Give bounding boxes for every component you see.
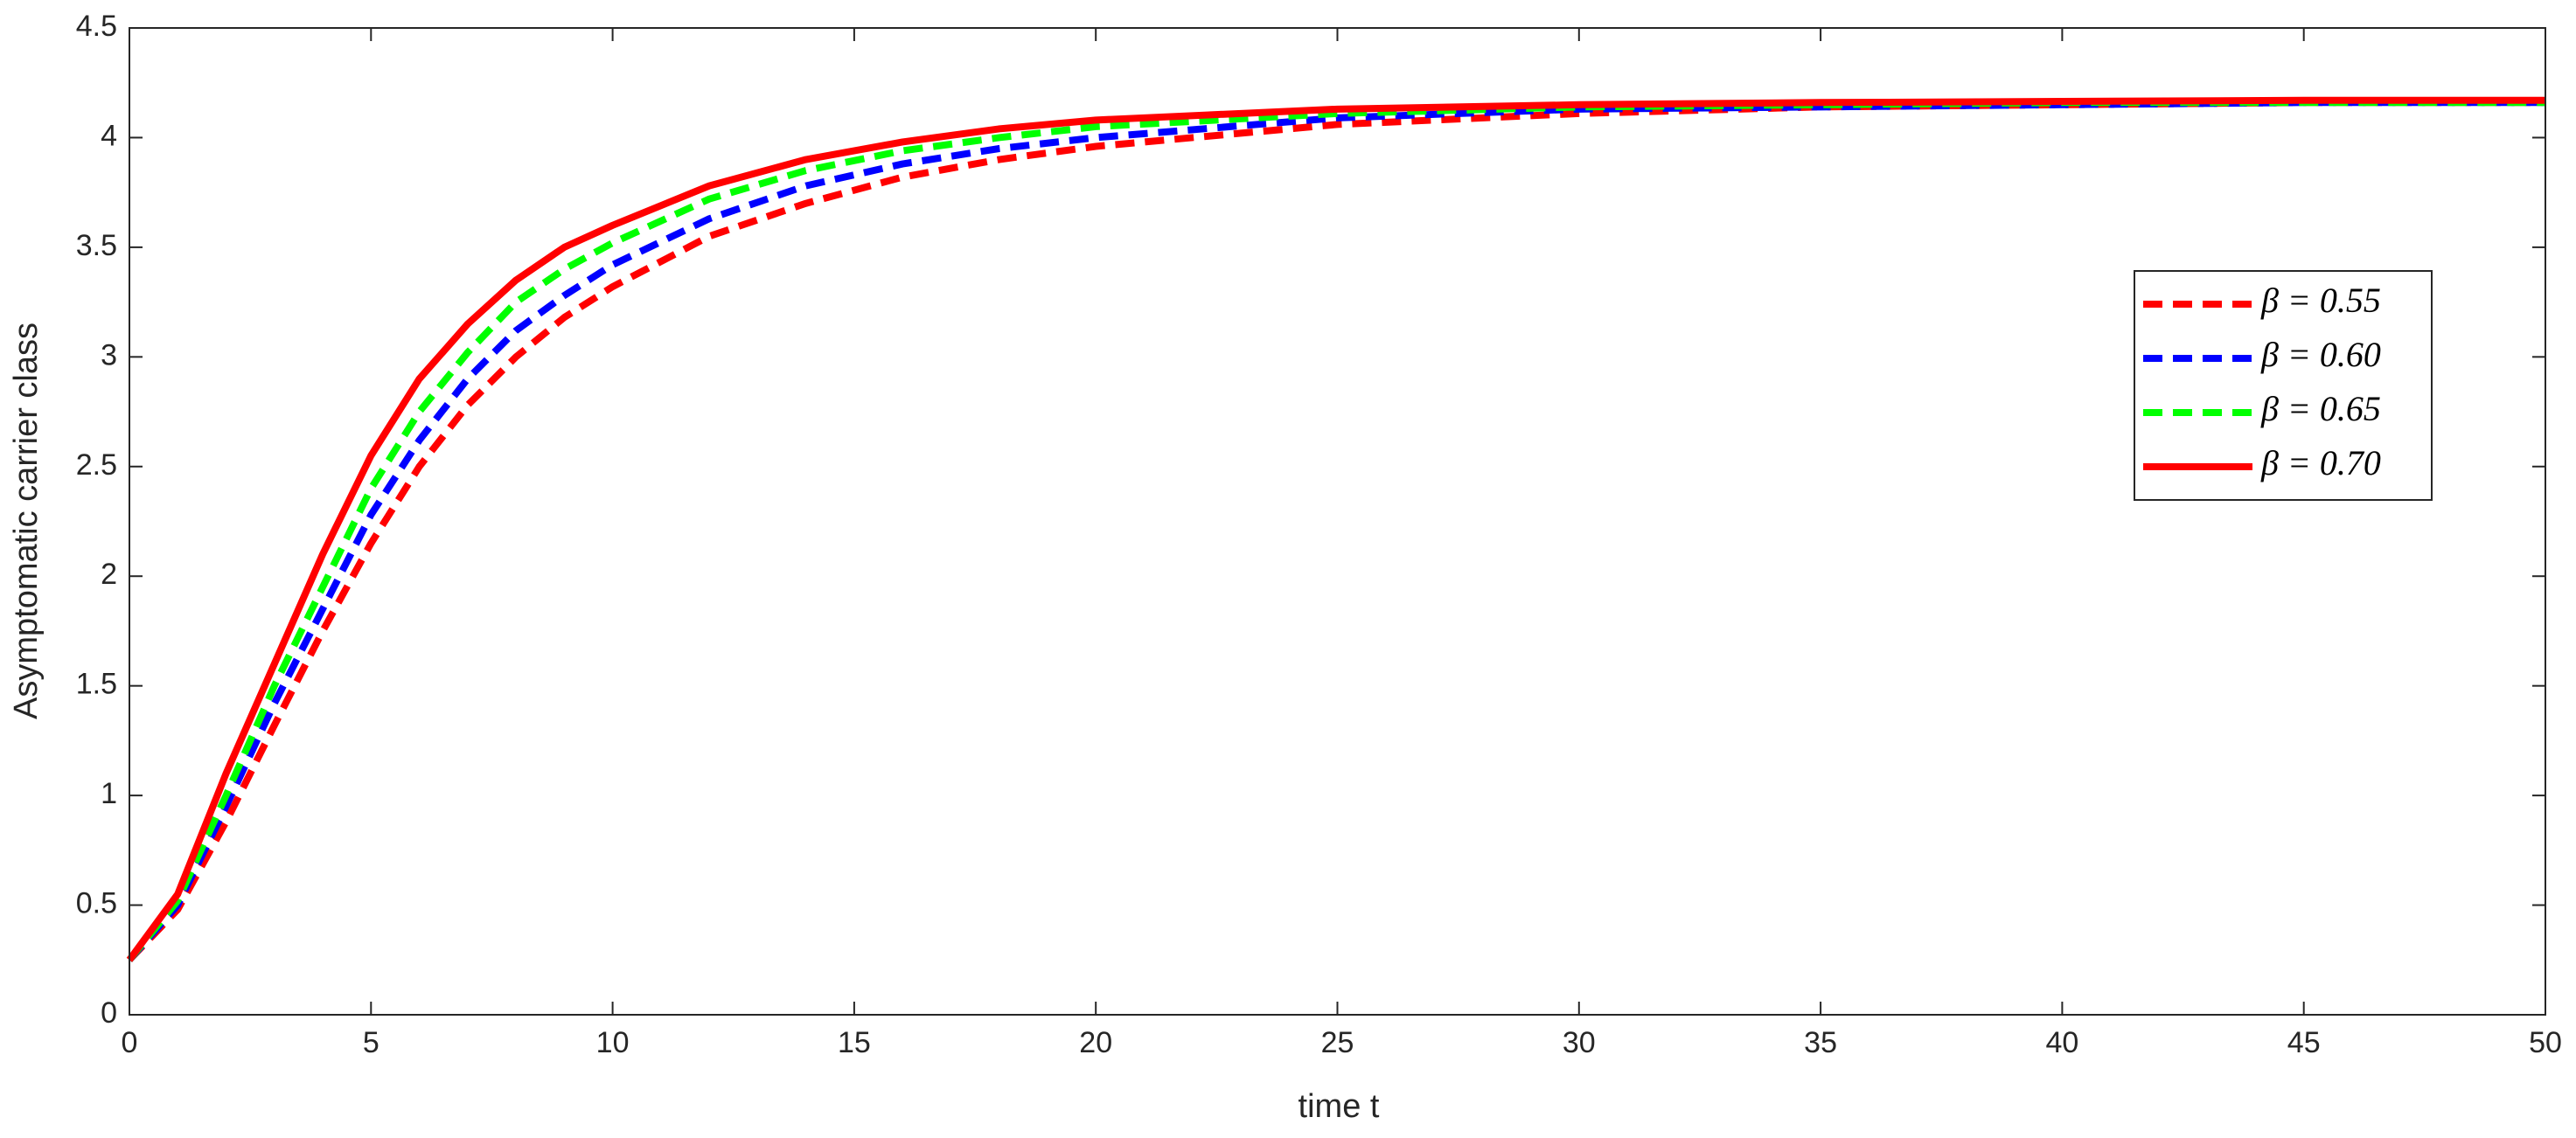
x-tick-label: 30 bbox=[1563, 1026, 1596, 1059]
y-axis-label: Asymptomatic carrier class bbox=[8, 323, 45, 719]
y-tick-label: 1 bbox=[101, 777, 117, 810]
x-tick-label: 5 bbox=[363, 1026, 379, 1059]
y-tick-label: 0 bbox=[101, 996, 117, 1030]
x-tick-label: 35 bbox=[1804, 1026, 1837, 1059]
legend-box bbox=[2134, 270, 2433, 501]
y-tick-label: 4.5 bbox=[76, 10, 117, 43]
x-tick-label: 45 bbox=[2287, 1026, 2321, 1059]
y-tick-label: 2 bbox=[101, 558, 117, 591]
x-tick-label: 40 bbox=[2045, 1026, 2078, 1059]
legend-label: β = 0.60 bbox=[2260, 335, 2381, 374]
series-line bbox=[126, 99, 2545, 962]
series-line bbox=[126, 99, 2545, 962]
x-tick-label: 20 bbox=[1079, 1026, 1112, 1059]
x-tick-label: 25 bbox=[1321, 1026, 1354, 1059]
x-tick-label: 50 bbox=[2529, 1026, 2562, 1059]
x-tick-label: 0 bbox=[122, 1026, 138, 1059]
x-tick-label: 10 bbox=[596, 1026, 630, 1059]
y-tick-label: 4 bbox=[101, 119, 117, 152]
legend-label: β = 0.65 bbox=[2260, 389, 2381, 428]
y-tick-label: 2.5 bbox=[76, 448, 117, 482]
series-line bbox=[127, 99, 2545, 963]
y-tick-label: 1.5 bbox=[76, 668, 117, 701]
x-axis-label: time t bbox=[1298, 1088, 1380, 1125]
legend-label: β = 0.55 bbox=[2260, 281, 2381, 320]
series-line bbox=[126, 96, 2545, 962]
y-tick-label: 3 bbox=[101, 338, 117, 371]
y-tick-label: 0.5 bbox=[76, 887, 117, 920]
y-tick-label: 3.5 bbox=[76, 229, 117, 262]
legend-label: β = 0.70 bbox=[2260, 443, 2381, 482]
plot-frame bbox=[129, 27, 2546, 1016]
plot-area bbox=[129, 28, 2545, 1015]
x-tick-label: 15 bbox=[838, 1026, 871, 1059]
